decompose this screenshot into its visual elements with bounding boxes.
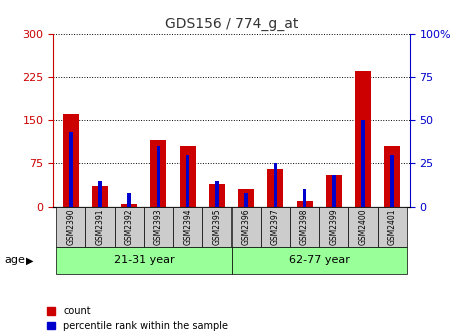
FancyBboxPatch shape (319, 207, 348, 247)
FancyBboxPatch shape (378, 207, 407, 247)
Bar (267, 169, 283, 207)
Bar (355, 71, 371, 207)
Bar (92, 186, 108, 207)
Bar (127, 193, 131, 207)
Bar (238, 190, 254, 207)
Text: GSM2401: GSM2401 (388, 209, 397, 245)
Bar (150, 140, 167, 207)
Bar (274, 163, 277, 207)
Bar (186, 155, 189, 207)
Text: 62-77 year: 62-77 year (289, 255, 350, 265)
FancyBboxPatch shape (349, 207, 378, 247)
Text: GSM2396: GSM2396 (242, 208, 250, 245)
FancyBboxPatch shape (173, 207, 202, 247)
FancyBboxPatch shape (144, 207, 173, 247)
FancyBboxPatch shape (261, 207, 290, 247)
Bar (63, 114, 79, 207)
Title: GDS156 / 774_g_at: GDS156 / 774_g_at (165, 17, 298, 31)
Bar (326, 175, 342, 207)
FancyBboxPatch shape (290, 207, 319, 247)
Text: GSM2400: GSM2400 (358, 208, 368, 245)
FancyBboxPatch shape (232, 207, 261, 247)
Text: GSM2394: GSM2394 (183, 208, 192, 245)
Bar (69, 132, 73, 207)
Bar (98, 181, 102, 207)
Text: GSM2399: GSM2399 (329, 208, 338, 245)
Bar (390, 155, 394, 207)
Text: GSM2397: GSM2397 (271, 208, 280, 245)
Text: GSM2398: GSM2398 (300, 209, 309, 245)
Bar (384, 146, 400, 207)
Legend: count, percentile rank within the sample: count, percentile rank within the sample (46, 306, 228, 331)
Text: 21-31 year: 21-31 year (113, 255, 174, 265)
FancyBboxPatch shape (56, 207, 85, 247)
FancyBboxPatch shape (202, 207, 232, 247)
Bar (156, 146, 160, 207)
Bar (361, 120, 365, 207)
FancyBboxPatch shape (56, 247, 232, 274)
Text: GSM2392: GSM2392 (125, 209, 134, 245)
Bar (244, 193, 248, 207)
FancyBboxPatch shape (115, 207, 144, 247)
Text: GSM2395: GSM2395 (213, 208, 221, 245)
Bar (303, 190, 307, 207)
Text: GSM2393: GSM2393 (154, 208, 163, 245)
Bar (180, 146, 196, 207)
Bar (121, 204, 137, 207)
Bar (296, 201, 313, 207)
Text: GSM2391: GSM2391 (95, 209, 105, 245)
Text: GSM2390: GSM2390 (66, 208, 75, 245)
Text: ▶: ▶ (26, 255, 34, 265)
FancyBboxPatch shape (232, 247, 407, 274)
Bar (209, 183, 225, 207)
Bar (215, 181, 219, 207)
Bar (332, 175, 336, 207)
Text: age: age (5, 255, 25, 265)
FancyBboxPatch shape (85, 207, 114, 247)
